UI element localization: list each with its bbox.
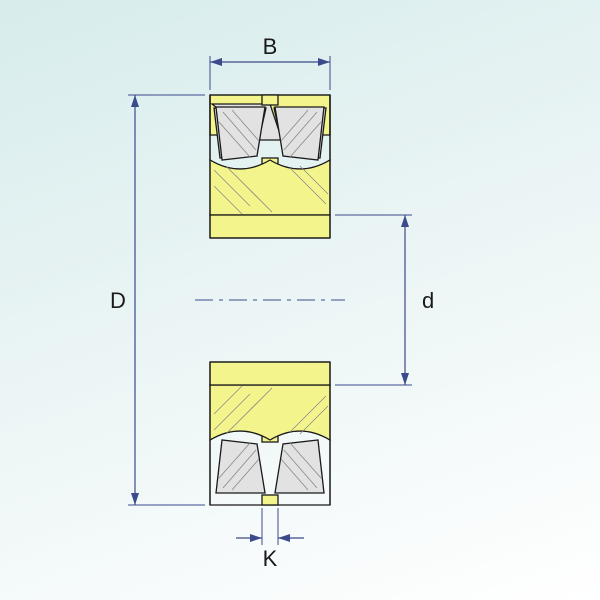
dimension-B: B <box>210 34 330 90</box>
label-K: K <box>263 546 278 571</box>
label-B: B <box>263 34 278 59</box>
label-D: D <box>110 288 126 313</box>
inner-ring-bottom <box>210 362 330 440</box>
inner-ring-top <box>210 160 330 238</box>
label-d: d <box>422 288 434 313</box>
dimension-D: D <box>110 95 205 505</box>
bearing-diagram: B D d K <box>0 0 600 600</box>
dimension-K: K <box>236 508 304 571</box>
dimension-d: d <box>335 215 434 385</box>
